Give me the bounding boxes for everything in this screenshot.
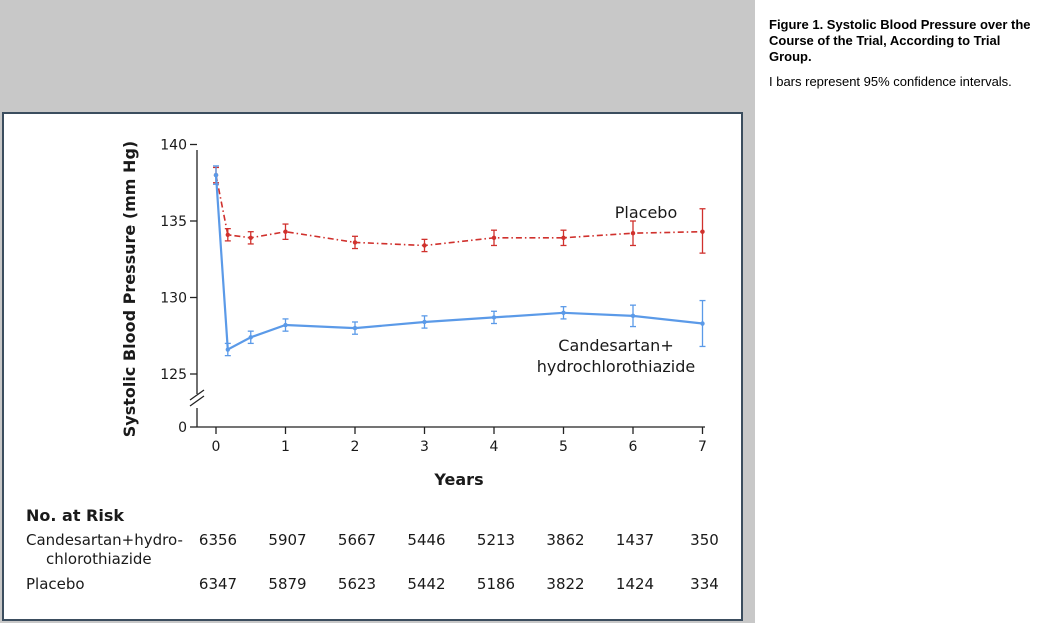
ticks-group: 125 130 135 140 0 1 2 3 4 5 6 7 [160, 138, 707, 456]
x-tick-label: 4 [490, 439, 499, 455]
caption-title: Figure 1. Systolic Blood Pressure over t… [769, 17, 1031, 64]
data-point-placebo [700, 229, 705, 234]
figure-panel: 0 Systolic Blood Pressure (mm Hg) Years … [0, 0, 755, 623]
data-point-placebo [352, 240, 358, 245]
data-point-treatment [561, 310, 566, 315]
data-point-treatment [225, 347, 231, 352]
y-axis-break-mark [189, 395, 205, 407]
at-risk-value: 6356 [199, 531, 237, 549]
at-risk-row-label: Placebo [26, 575, 85, 593]
caption-text: I bars represent 95% confidence interval… [769, 74, 1012, 89]
at-risk-row-label: chlorothiazide [46, 550, 152, 568]
x-tick-label: 2 [351, 439, 360, 455]
series-label-treatment-line2: hydrochlorothiazide [537, 357, 695, 376]
y-tick-label: 130 [160, 291, 187, 307]
at-risk-value: 350 [690, 531, 719, 549]
at-risk-value: 6347 [199, 575, 237, 593]
at-risk-value: 334 [690, 575, 719, 593]
data-point-treatment [422, 319, 427, 325]
series-line-placebo [215, 174, 703, 247]
data-point-treatment [700, 321, 705, 326]
at-risk-heading: No. at Risk [26, 506, 124, 525]
data-point-treatment [630, 313, 636, 319]
at-risk-value: 5446 [407, 531, 445, 549]
at-risk-value: 1424 [616, 575, 654, 593]
series-labels-group: Placebo Candesartan+ hydrochlorothiazide [537, 203, 695, 376]
line-chart: 0 Systolic Blood Pressure (mm Hg) Years … [26, 138, 719, 594]
x-tick-label: 1 [281, 439, 290, 455]
y-axis-break-mark [189, 389, 205, 401]
at-risk-value: 3822 [546, 575, 584, 593]
at-risk-value: 5213 [477, 531, 515, 549]
data-point-placebo [630, 231, 636, 236]
at-risk-value: 5907 [268, 531, 306, 549]
figure-caption: Figure 1. Systolic Blood Pressure over t… [769, 17, 1039, 90]
data-point-placebo [561, 235, 566, 241]
at-risk-value: 3862 [546, 531, 584, 549]
data-point-treatment [491, 315, 497, 320]
series-label-treatment-line1: Candesartan+ [558, 336, 673, 355]
y-tick-label: 135 [160, 214, 187, 230]
data-point-treatment [213, 172, 219, 178]
data-point-placebo [422, 243, 427, 248]
at-risk-value: 5667 [338, 531, 376, 549]
data-point-treatment [248, 335, 253, 340]
y-tick-label: 140 [160, 138, 187, 154]
data-point-placebo [283, 229, 288, 234]
data-point-treatment [283, 322, 288, 328]
at-risk-table: No. at Risk Candesartan+hydro- chlorothi… [26, 506, 719, 593]
figure-frame: 0 Systolic Blood Pressure (mm Hg) Years … [2, 112, 743, 621]
at-risk-value: 5442 [407, 575, 445, 593]
at-risk-row-label: Candesartan+hydro- [26, 531, 183, 549]
axes-group: 0 Systolic Blood Pressure (mm Hg) Years [120, 141, 705, 489]
x-tick-label: 5 [559, 439, 568, 455]
y-axis-label: Systolic Blood Pressure (mm Hg) [120, 141, 139, 437]
series-label-placebo: Placebo [615, 203, 677, 222]
x-tick-label: 7 [698, 439, 707, 455]
x-tick-label: 3 [420, 439, 429, 455]
data-point-placebo [225, 232, 231, 237]
series-group [213, 165, 706, 357]
y-tick-label: 125 [160, 367, 187, 383]
series-line-treatment [214, 175, 703, 352]
at-risk-value: 1437 [616, 531, 654, 549]
at-risk-value: 5879 [268, 575, 306, 593]
data-point-placebo [491, 235, 497, 241]
x-tick-label: 0 [212, 439, 221, 455]
at-risk-value: 5186 [477, 575, 515, 593]
at-risk-value: 5623 [338, 575, 376, 593]
data-point-treatment [352, 325, 358, 331]
x-tick-label: 6 [629, 439, 638, 455]
data-point-placebo [248, 235, 253, 241]
y-tick-label: 0 [178, 420, 187, 436]
x-axis-label: Years [433, 470, 483, 489]
